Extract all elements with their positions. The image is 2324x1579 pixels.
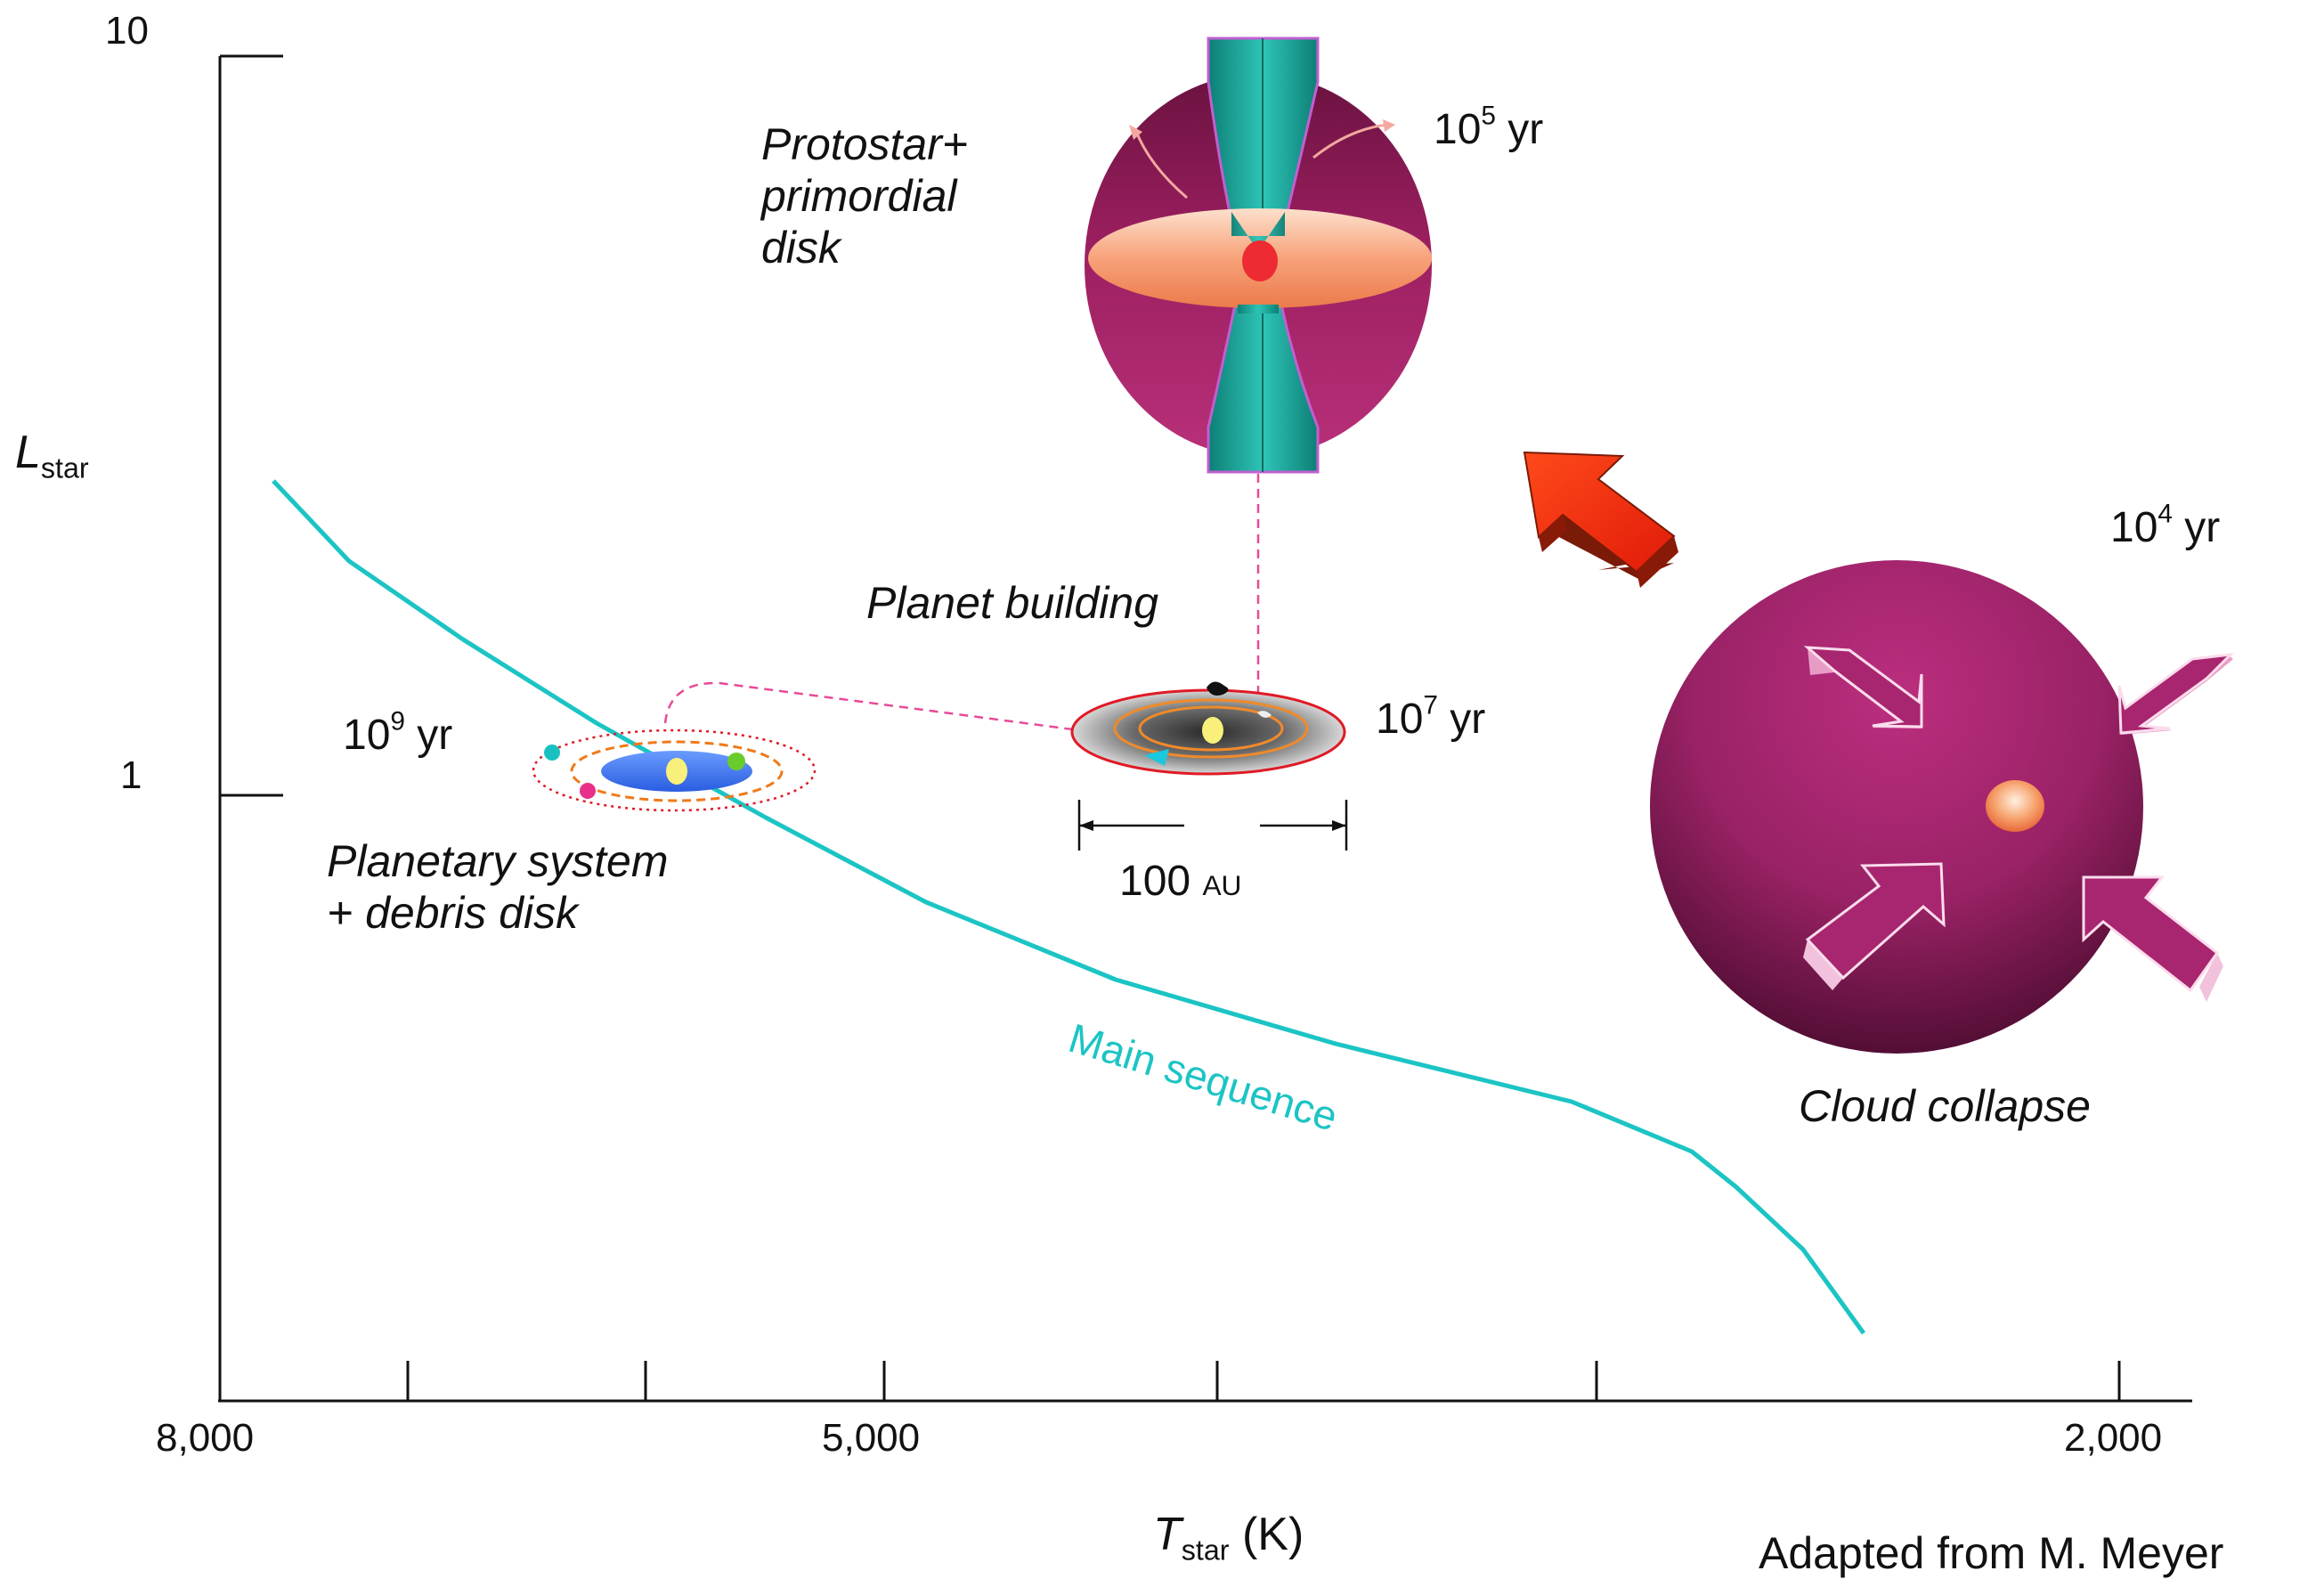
collapse-arrow-lower-left bbox=[1803, 862, 1946, 990]
cloud-age: 104 yr bbox=[2110, 499, 2221, 551]
outflow-arrowhead-right bbox=[1383, 119, 1395, 132]
forming-planet-grey bbox=[1257, 711, 1272, 718]
planetary-system-label-line2: + debris disk bbox=[327, 888, 579, 938]
middle-dashed-orbit bbox=[570, 740, 784, 802]
protostar-illustration bbox=[1085, 37, 1432, 474]
planet-building-star bbox=[1202, 717, 1223, 744]
red-evolution-arrow bbox=[1523, 451, 1678, 588]
x-axis-title-unit: (K) bbox=[1229, 1509, 1304, 1560]
planetary-system-label: Planetary system + debris disk bbox=[327, 835, 668, 939]
outflow-arrow-right bbox=[1312, 123, 1388, 159]
cloud-core bbox=[1986, 780, 2044, 832]
y-axis-title-subscript: star bbox=[40, 452, 89, 484]
planet-building-ring-inner bbox=[1138, 705, 1284, 752]
scale-bar bbox=[1077, 800, 1348, 851]
planet-green bbox=[727, 753, 745, 770]
planet-building-link-line bbox=[663, 681, 1080, 732]
planetary-system-illustration bbox=[532, 728, 817, 812]
x-axis-title: Tstar (K) bbox=[1153, 1508, 1304, 1564]
axes bbox=[218, 54, 2192, 1403]
y-tick-label-10: 10 bbox=[105, 9, 149, 53]
forming-planet-cyan bbox=[1144, 749, 1169, 766]
planetary-system-age: 109 yr bbox=[343, 706, 453, 759]
outflow-arrow-left bbox=[1134, 128, 1188, 199]
y-axis-title-symbol: L bbox=[15, 427, 41, 478]
collapse-arrow-upper-left bbox=[1803, 646, 1923, 728]
x-axis-title-subscript: star bbox=[1181, 1534, 1230, 1567]
planet-building-ring-outer bbox=[1113, 698, 1309, 759]
credit-text: Adapted from M. Meyer bbox=[1759, 1528, 2224, 1578]
cloud-illustration bbox=[1650, 560, 2235, 1054]
x-tick-label-2000: 2,000 bbox=[2064, 1416, 2163, 1460]
x-axis-title-symbol: T bbox=[1153, 1509, 1182, 1560]
planet-cyan bbox=[544, 745, 560, 761]
protostar-core bbox=[1242, 240, 1278, 281]
x-tick-label-5000: 5,000 bbox=[822, 1416, 921, 1460]
main-sequence-curve bbox=[272, 479, 1866, 1335]
cloud-sphere bbox=[1650, 560, 2143, 1054]
collapse-arrow-upper-right bbox=[2117, 653, 2235, 735]
planet-building-age: 107 yr bbox=[1376, 690, 1486, 743]
protostar-label: Protostar+ primordial disk bbox=[761, 118, 968, 273]
planet-building-illustration bbox=[1070, 681, 1346, 776]
protostar-age: 105 yr bbox=[1434, 101, 1544, 153]
y-axis-title: Lstar bbox=[15, 426, 89, 482]
outflow-arrowhead-left bbox=[1129, 125, 1142, 140]
planet-pink bbox=[580, 783, 596, 799]
lower-jet-neck bbox=[1238, 305, 1279, 313]
planet-building-label: Planet building bbox=[866, 578, 1159, 628]
dashed-connectors bbox=[663, 474, 1260, 732]
cloud-label: Cloud collapse bbox=[1799, 1081, 2091, 1131]
outer-dotted-orbit bbox=[532, 728, 817, 812]
forming-planet-black bbox=[1207, 681, 1229, 696]
red-arrow-side bbox=[1637, 536, 1678, 588]
scale-bar-label: 100 AU bbox=[1119, 858, 1242, 905]
protostar-label-line2: primordial bbox=[761, 171, 957, 221]
planetary-system-label-line1: Planetary system bbox=[327, 836, 669, 886]
protostar-label-line3: disk bbox=[761, 223, 841, 273]
y-tick-label-1: 1 bbox=[120, 753, 142, 797]
protostar-label-line1: Protostar+ bbox=[761, 119, 969, 169]
collapse-arrow-lower-right bbox=[2082, 875, 2223, 1002]
red-arrow-head-side bbox=[1539, 515, 1567, 552]
x-tick-label-8000: 8,000 bbox=[156, 1416, 255, 1460]
host-star bbox=[666, 758, 687, 785]
